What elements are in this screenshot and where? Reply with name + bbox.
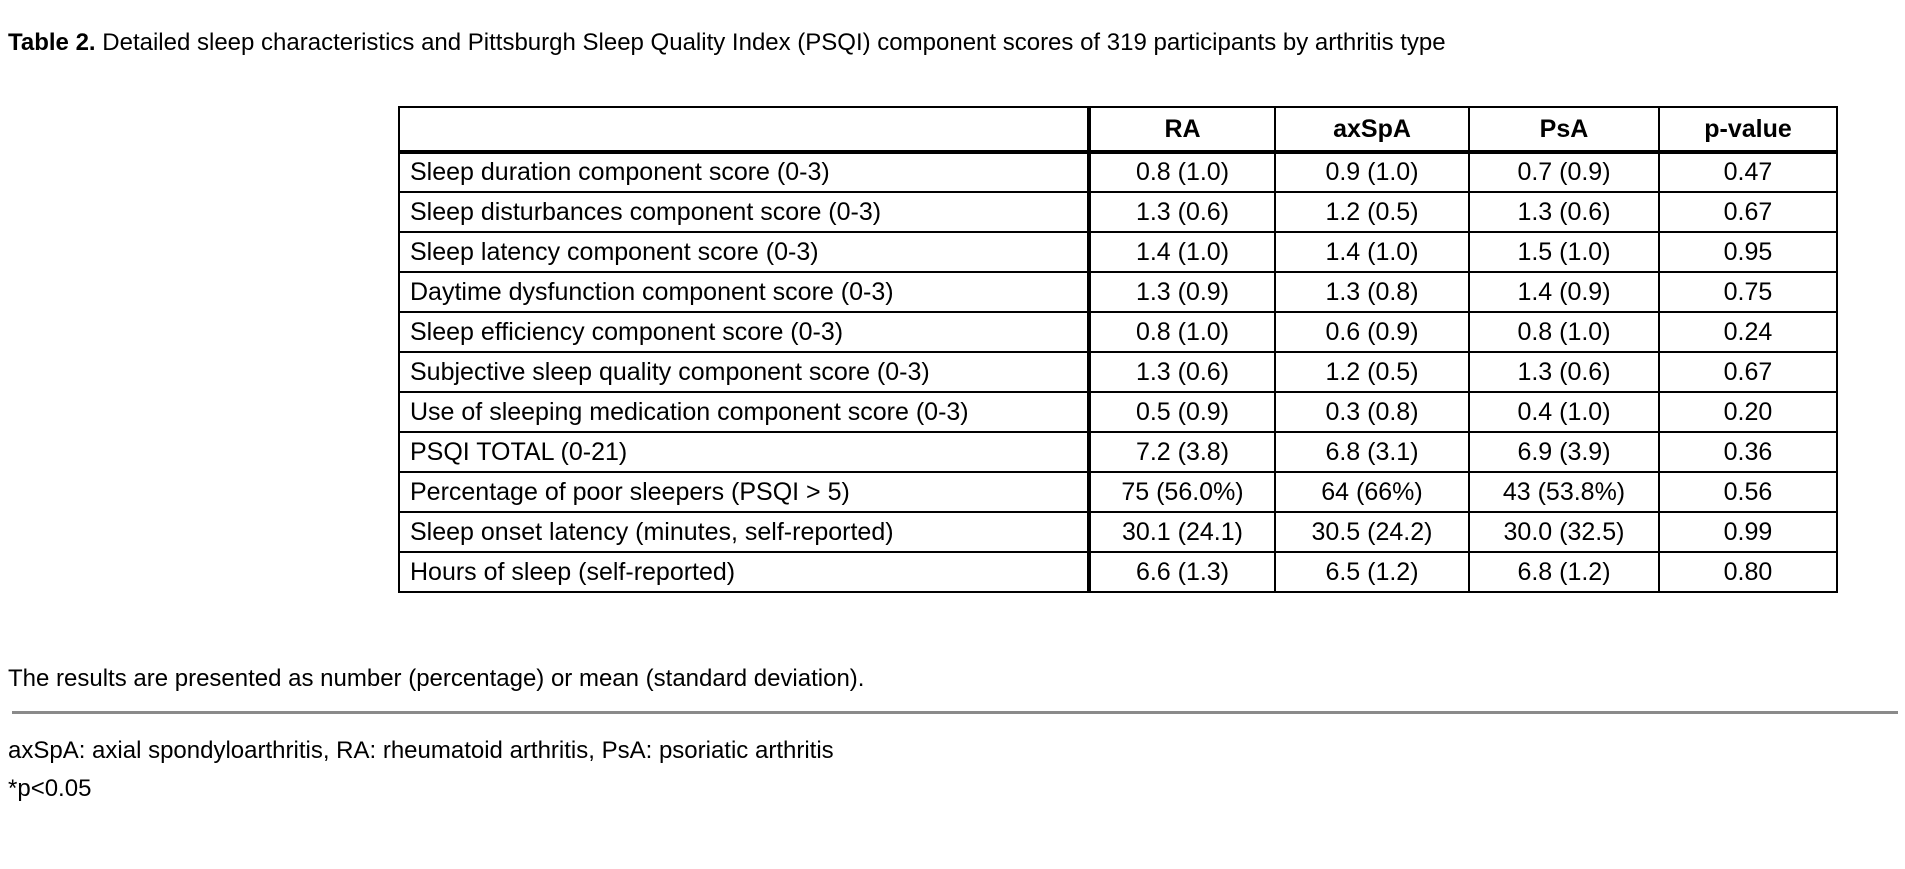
table-row: Use of sleeping medication component sco… — [398, 391, 1838, 433]
cell-pvalue: 0.20 — [1658, 391, 1838, 433]
cell-axspa: 0.9 (1.0) — [1274, 151, 1470, 193]
cell-psa: 1.3 (0.6) — [1468, 351, 1660, 393]
table-row: Sleep latency component score (0-3) 1.4 … — [398, 231, 1838, 273]
table-row: Sleep onset latency (minutes, self-repor… — [398, 511, 1838, 553]
row-label: Sleep onset latency (minutes, self-repor… — [398, 511, 1091, 553]
cell-ra: 1.3 (0.6) — [1088, 191, 1276, 233]
cell-psa: 0.7 (0.9) — [1468, 151, 1660, 193]
cell-pvalue: 0.56 — [1658, 471, 1838, 513]
cell-ra: 1.4 (1.0) — [1088, 231, 1276, 273]
cell-pvalue: 0.75 — [1658, 271, 1838, 313]
table-row: Sleep efficiency component score (0-3) 0… — [398, 311, 1838, 353]
cell-axspa: 0.3 (0.8) — [1274, 391, 1470, 433]
cell-pvalue: 0.67 — [1658, 191, 1838, 233]
row-label: PSQI TOTAL (0-21) — [398, 431, 1091, 473]
note-presentation: The results are presented as number (per… — [8, 665, 865, 692]
cell-pvalue: 0.80 — [1658, 551, 1838, 593]
cell-ra: 75 (56.0%) — [1088, 471, 1276, 513]
corner-cell — [398, 106, 1091, 154]
cell-pvalue: 0.95 — [1658, 231, 1838, 273]
column-header-pvalue: p-value — [1658, 106, 1838, 154]
cell-psa: 0.8 (1.0) — [1468, 311, 1660, 353]
row-label: Sleep disturbances component score (0-3) — [398, 191, 1091, 233]
row-label: Sleep duration component score (0-3) — [398, 151, 1091, 193]
cell-axspa: 1.4 (1.0) — [1274, 231, 1470, 273]
cell-pvalue: 0.67 — [1658, 351, 1838, 393]
cell-axspa: 1.2 (0.5) — [1274, 191, 1470, 233]
cell-psa: 30.0 (32.5) — [1468, 511, 1660, 553]
table-body: Sleep duration component score (0-3) 0.8… — [398, 151, 1838, 593]
cell-pvalue: 0.47 — [1658, 151, 1838, 193]
cell-ra: 1.3 (0.9) — [1088, 271, 1276, 313]
cell-ra: 0.5 (0.9) — [1088, 391, 1276, 433]
table-caption-label: Table 2. — [8, 29, 96, 56]
row-label: Sleep efficiency component score (0-3) — [398, 311, 1091, 353]
cell-pvalue: 0.36 — [1658, 431, 1838, 473]
cell-pvalue: 0.99 — [1658, 511, 1838, 553]
table-row: Sleep duration component score (0-3) 0.8… — [398, 151, 1838, 193]
table-header: RA axSpA PsA p-value — [398, 106, 1838, 154]
cell-pvalue: 0.24 — [1658, 311, 1838, 353]
cell-psa: 6.9 (3.9) — [1468, 431, 1660, 473]
row-label: Daytime dysfunction component score (0-3… — [398, 271, 1091, 313]
cell-axspa: 64 (66%) — [1274, 471, 1470, 513]
cell-ra: 6.6 (1.3) — [1088, 551, 1276, 593]
cell-psa: 1.4 (0.9) — [1468, 271, 1660, 313]
table-row: PSQI TOTAL (0-21) 7.2 (3.8) 6.8 (3.1) 6.… — [398, 431, 1838, 473]
note-significance: *p<0.05 — [8, 775, 92, 802]
table-row: Percentage of poor sleepers (PSQI > 5) 7… — [398, 471, 1838, 513]
psqi-table: RA axSpA PsA p-value Sleep duration comp… — [398, 106, 1838, 593]
table-caption-text: Detailed sleep characteristics and Pitts… — [95, 29, 1446, 56]
cell-axspa: 6.8 (3.1) — [1274, 431, 1470, 473]
header-row: RA axSpA PsA p-value — [398, 106, 1838, 154]
table-row: Hours of sleep (self-reported) 6.6 (1.3)… — [398, 551, 1838, 593]
cell-psa: 0.4 (1.0) — [1468, 391, 1660, 433]
cell-axspa: 6.5 (1.2) — [1274, 551, 1470, 593]
row-label: Use of sleeping medication component sco… — [398, 391, 1091, 433]
column-header-ra: RA — [1088, 106, 1276, 154]
cell-psa: 43 (53.8%) — [1468, 471, 1660, 513]
cell-psa: 6.8 (1.2) — [1468, 551, 1660, 593]
row-label: Sleep latency component score (0-3) — [398, 231, 1091, 273]
cell-axspa: 1.3 (0.8) — [1274, 271, 1470, 313]
table-row: Daytime dysfunction component score (0-3… — [398, 271, 1838, 313]
cell-psa: 1.3 (0.6) — [1468, 191, 1660, 233]
cell-ra: 0.8 (1.0) — [1088, 311, 1276, 353]
cell-axspa: 30.5 (24.2) — [1274, 511, 1470, 553]
cell-ra: 30.1 (24.1) — [1088, 511, 1276, 553]
column-header-psa: PsA — [1468, 106, 1660, 154]
row-label: Hours of sleep (self-reported) — [398, 551, 1091, 593]
cell-axspa: 0.6 (0.9) — [1274, 311, 1470, 353]
row-label: Subjective sleep quality component score… — [398, 351, 1091, 393]
cell-ra: 1.3 (0.6) — [1088, 351, 1276, 393]
horizontal-divider — [12, 711, 1898, 714]
row-label: Percentage of poor sleepers (PSQI > 5) — [398, 471, 1091, 513]
table-row: Sleep disturbances component score (0-3)… — [398, 191, 1838, 233]
table-row: Subjective sleep quality component score… — [398, 351, 1838, 393]
cell-ra: 0.8 (1.0) — [1088, 151, 1276, 193]
cell-psa: 1.5 (1.0) — [1468, 231, 1660, 273]
cell-ra: 7.2 (3.8) — [1088, 431, 1276, 473]
note-abbreviations: axSpA: axial spondyloarthritis, RA: rheu… — [8, 737, 834, 764]
column-header-axspa: axSpA — [1274, 106, 1470, 154]
table-caption: Table 2. Detailed sleep characteristics … — [8, 28, 1446, 58]
cell-axspa: 1.2 (0.5) — [1274, 351, 1470, 393]
